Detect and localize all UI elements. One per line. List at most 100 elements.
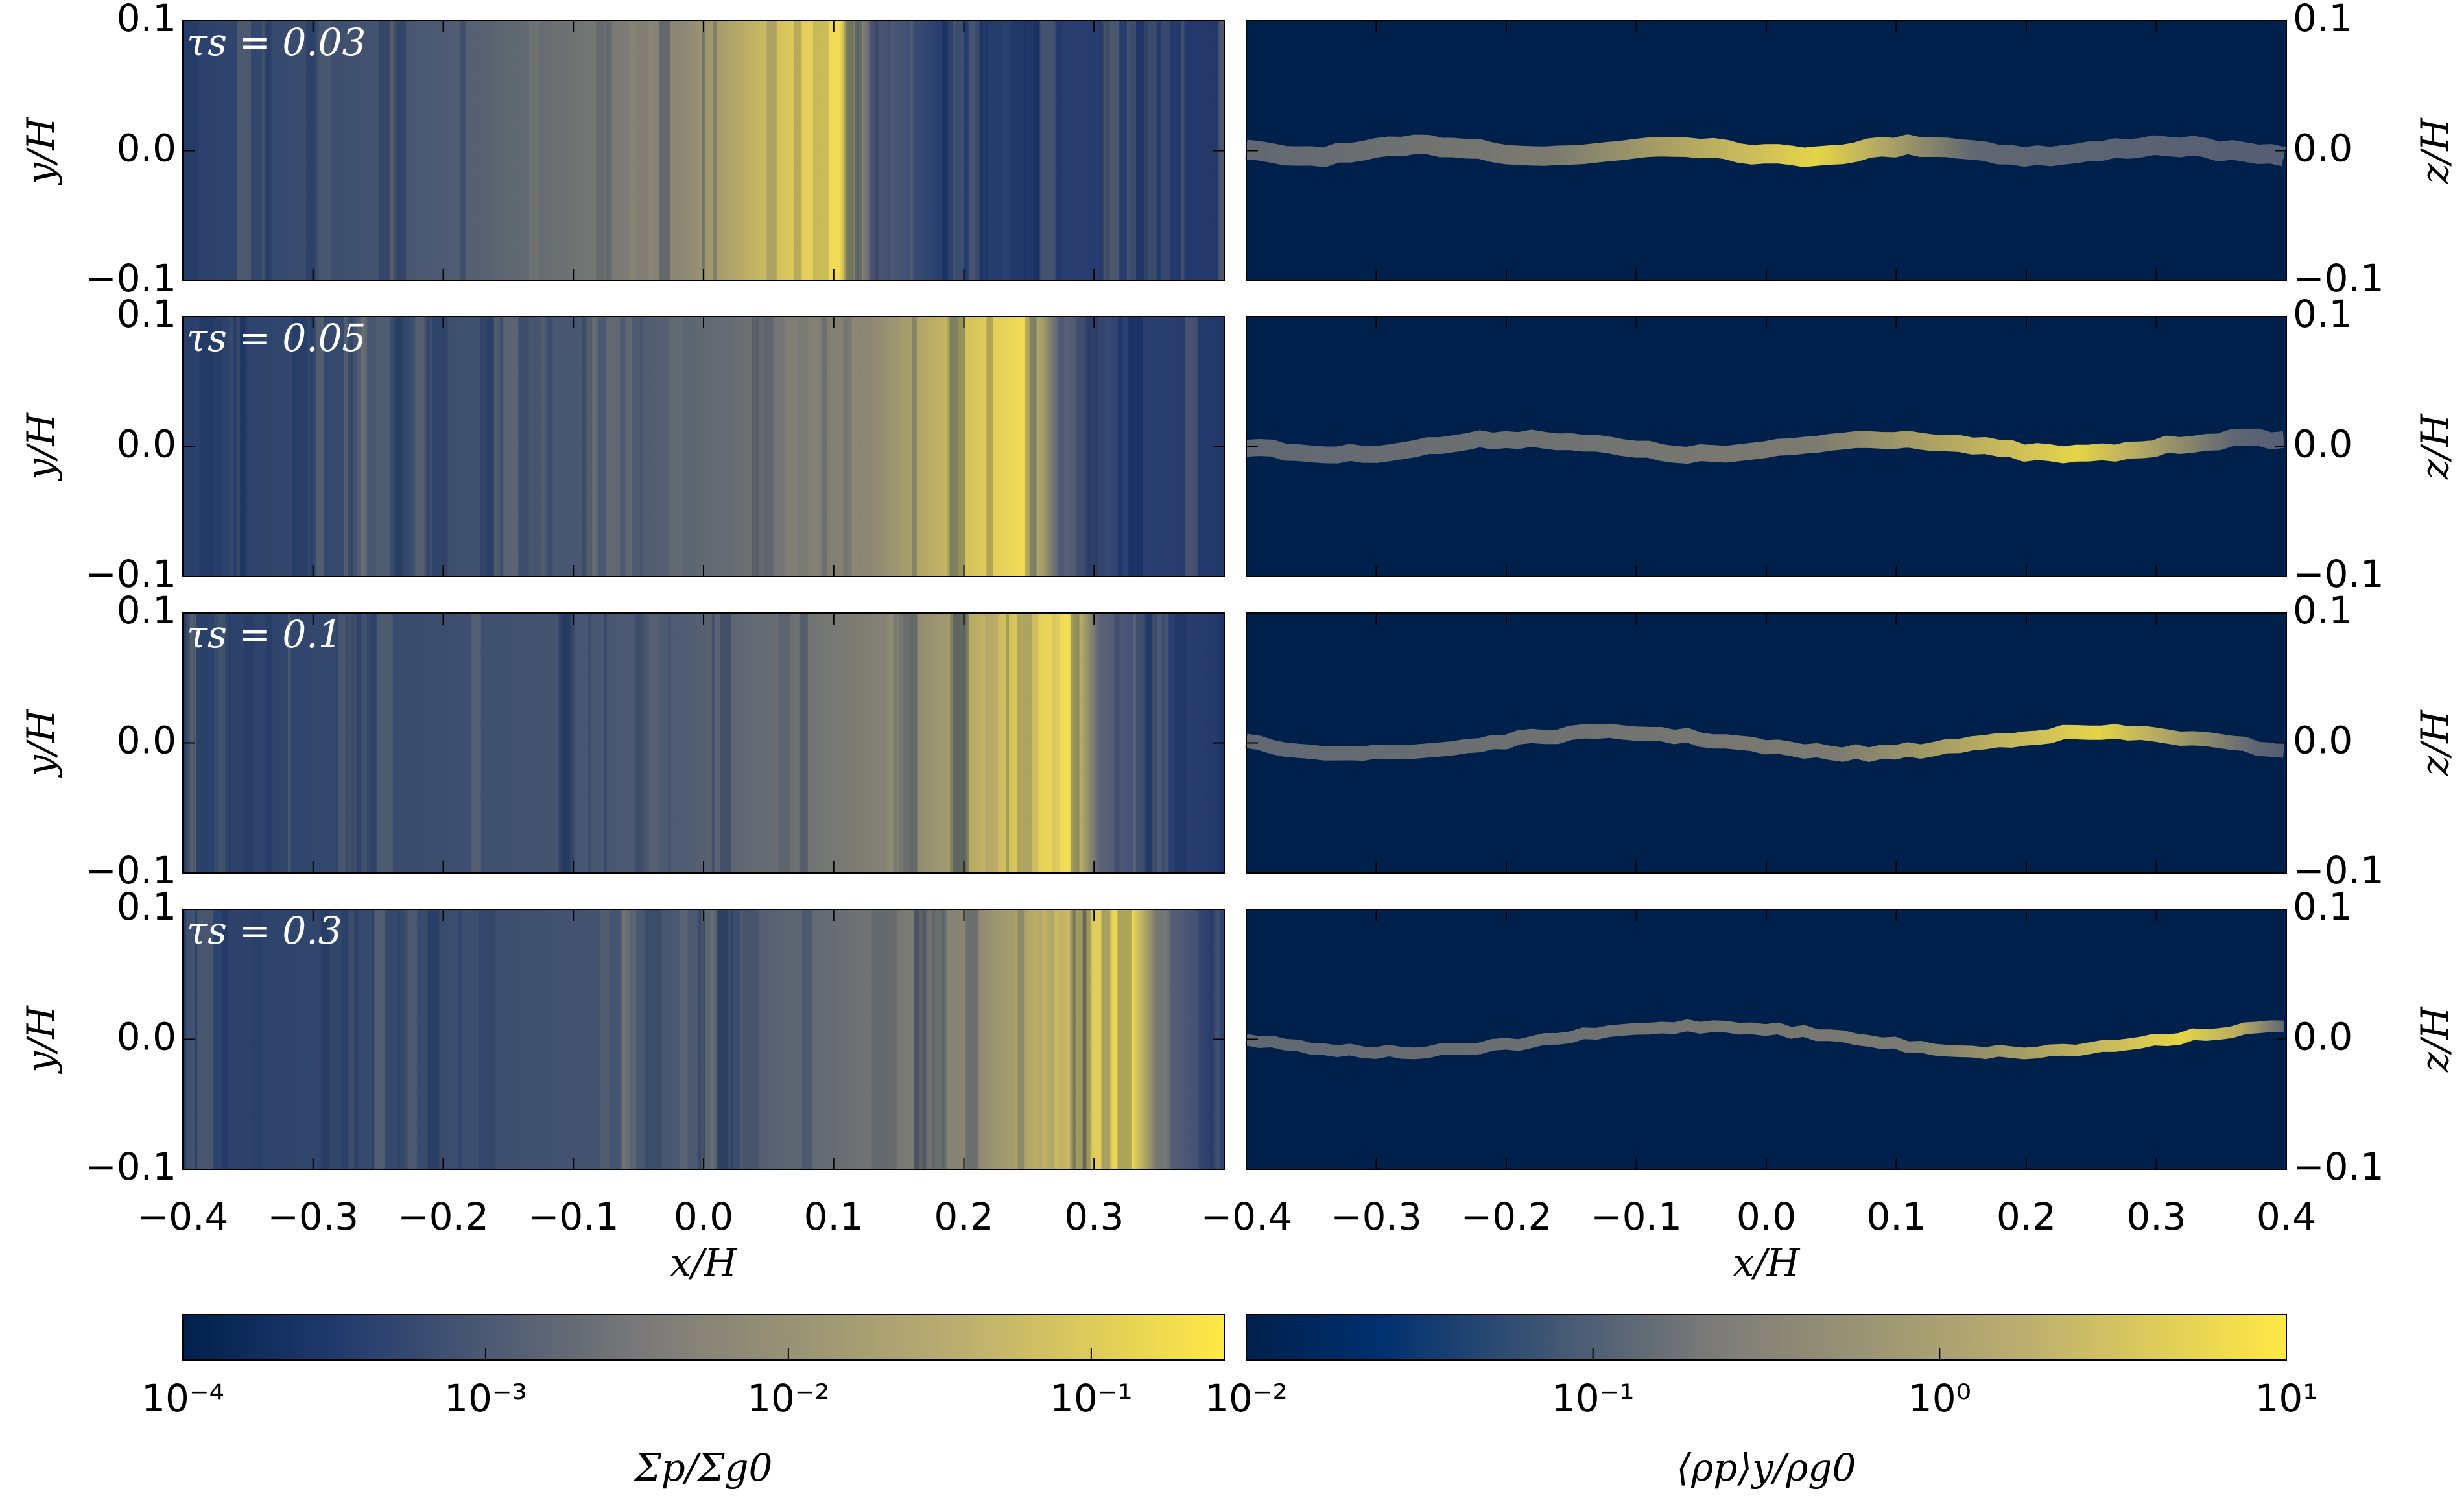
texture [218,613,229,873]
y-axis-label: z/H [2413,709,2457,776]
texture [953,613,969,873]
texture [1002,909,1014,1169]
texture [1006,613,1010,873]
texture [985,613,999,873]
texture [1078,909,1093,1169]
texture [1101,909,1111,1169]
texture [711,613,715,873]
texture [1117,316,1123,577]
y-tick-label: 0.1 [117,292,176,336]
y-tick-label: 0.0 [117,422,176,466]
texture [1070,909,1076,1169]
texture [263,21,272,281]
texture [753,316,764,577]
texture [394,316,403,577]
x-tick-label: 0.0 [1736,1195,1796,1239]
texture [1100,909,1113,1169]
heatmap-left [183,21,1224,281]
texture [397,316,409,577]
texture [964,21,968,281]
texture [975,21,982,281]
texture [948,21,956,281]
y-tick-label: −0.1 [2293,848,2384,892]
texture [606,316,621,577]
texture [801,909,812,1169]
texture [913,909,927,1169]
texture [1126,21,1136,281]
y-tick-label: 0.0 [2293,422,2352,466]
texture [319,21,332,281]
x-tick-label: −0.3 [267,1195,359,1239]
texture [1136,613,1152,873]
texture [493,316,501,577]
texture [889,316,899,577]
texture [1085,316,1098,577]
y-tick-label: 0.1 [117,0,176,40]
texture [587,316,598,577]
texture [559,613,571,873]
texture [720,613,731,873]
texture [237,21,251,281]
texture [870,21,879,281]
texture [886,613,899,873]
texture [680,909,688,1169]
texture [1101,21,1108,281]
texture [954,21,965,281]
y-axis-label: z/H [2413,117,2457,184]
texture [632,316,643,577]
y-tick-label: −0.1 [2293,256,2384,300]
texture [821,316,827,577]
texture [596,21,605,281]
texture [965,909,979,1169]
texture [1144,21,1157,281]
texture [875,21,891,281]
texture [716,909,733,1169]
texture [1029,316,1043,577]
panel-label: τs = 0.1 [187,612,342,656]
texture [519,316,529,577]
x-axis-label: x/H [1733,1241,1801,1285]
texture [1181,21,1185,281]
y-tick-label: 0.1 [2293,0,2352,40]
texture [636,613,641,873]
texture [197,909,214,1169]
y-tick-label: −0.1 [85,1145,176,1189]
texture [1024,316,1037,577]
texture [582,316,593,577]
texture [799,613,808,873]
texture [871,909,888,1169]
texture [622,909,631,1169]
texture [1114,613,1120,873]
texture [243,613,254,873]
y-tick-label: 0.0 [117,126,176,171]
texture [1117,909,1132,1169]
texture [969,21,980,281]
x-tick-label: 0.3 [1064,1195,1124,1239]
texture [1174,613,1187,873]
texture [888,909,898,1169]
texture [668,613,671,873]
texture [403,909,408,1169]
texture [316,316,324,577]
texture [1076,316,1091,577]
texture [199,316,214,577]
texture [986,21,1002,281]
texture [351,316,357,577]
texture [743,909,759,1169]
x-tick-label: −0.1 [528,1195,619,1239]
particle-layer [1245,723,2284,762]
colorbar-label: ⟨ρp⟩y/ρg0 [1677,1446,1856,1490]
texture [846,21,862,281]
texture [1198,909,1214,1169]
texture [808,316,819,577]
texture [648,21,654,281]
texture [908,613,918,873]
colorbar-tick-label: 10⁻² [1205,1376,1288,1420]
texture [238,316,248,577]
y-axis-label: y/H [19,1005,63,1075]
x-tick-label: 0.2 [1996,1195,2056,1239]
texture [480,316,493,577]
texture [812,21,829,281]
texture [241,316,246,577]
colorbar [182,1314,1225,1361]
